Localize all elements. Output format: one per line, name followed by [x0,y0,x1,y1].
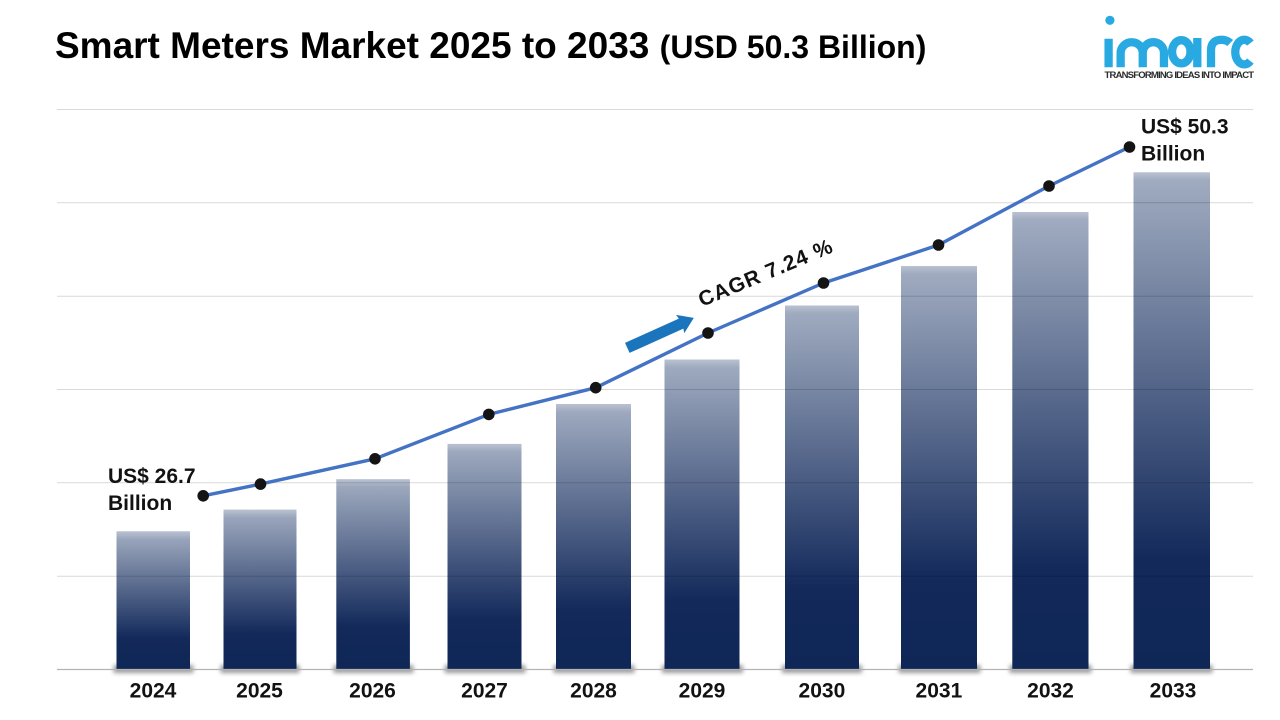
svg-text:Billion: Billion [108,492,172,515]
svg-text:CAGR 7.24 %: CAGR 7.24 % [695,235,837,312]
svg-text:2029: 2029 [679,679,726,702]
svg-text:2028: 2028 [570,679,617,702]
svg-text:US$ 50.3: US$ 50.3 [1141,116,1229,139]
svg-text:Billion: Billion [1141,143,1205,166]
svg-text:TRANSFORMING IDEAS INTO IMPACT: TRANSFORMING IDEAS INTO IMPACT [1105,70,1255,81]
svg-text:2033: 2033 [1150,679,1197,702]
svg-text:US$ 26.7: US$ 26.7 [108,465,196,488]
svg-text:2025: 2025 [236,679,283,702]
svg-text:2026: 2026 [349,679,396,702]
svg-text:2031: 2031 [916,679,963,702]
svg-text:2032: 2032 [1027,679,1074,702]
svg-text:2030: 2030 [799,679,846,702]
svg-text:2024: 2024 [130,679,177,702]
svg-text:2027: 2027 [461,679,508,702]
